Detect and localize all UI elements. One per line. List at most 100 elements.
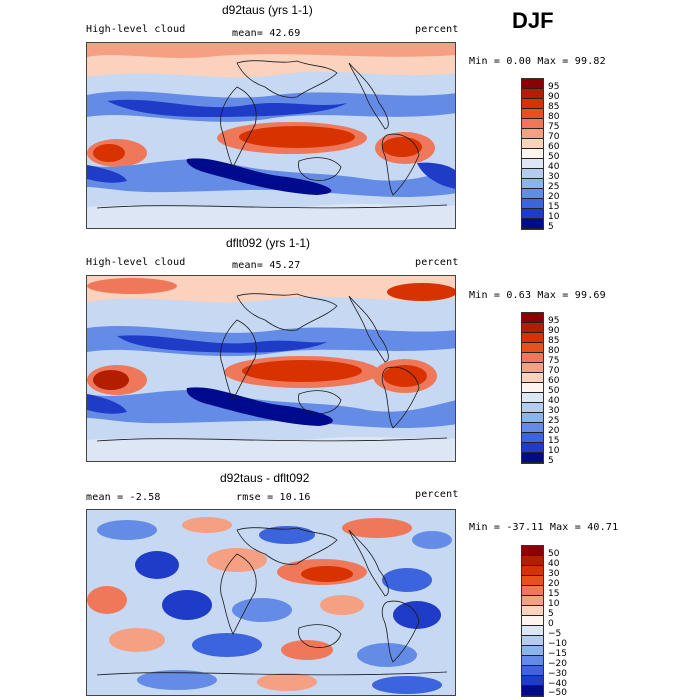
panel-3-colorbar-swatch — [522, 586, 543, 596]
panel-1-colorbar-swatch — [522, 169, 543, 179]
panel-1-colorbar-label: 20 — [548, 192, 560, 202]
panel-1-colorbar-label: 15 — [548, 202, 560, 212]
panel-2-colorbar-swatch — [522, 353, 543, 363]
panel-1-title: d92taus (yrs 1-1) — [222, 3, 313, 17]
panel-2-colorbar-label: 95 — [548, 316, 560, 326]
panel-3-colorbar-label: −50 — [548, 688, 567, 698]
panel-1-units: percent — [415, 24, 459, 35]
panel-3-colorbar-label: 30 — [548, 569, 560, 579]
panel-3-colorbar-label: −5 — [548, 629, 562, 639]
panel-2-colorbar-label: 60 — [548, 376, 560, 386]
panel-1-colorbar-label: 95 — [548, 82, 560, 92]
panel-2-colorbar-swatch — [522, 333, 543, 343]
season-label: DJF — [512, 8, 554, 33]
panel-1-colorbar-label: 40 — [548, 162, 560, 172]
panel-2-colorbar-label: 25 — [548, 416, 560, 426]
panel-1-colorbar-label: 75 — [548, 122, 560, 132]
panel-1-colorbar-label: 85 — [548, 102, 560, 112]
panel-2-colorbar-swatch — [522, 323, 543, 333]
panel-1-colorbar-swatch — [522, 199, 543, 209]
panel-1-variable-label: High-level cloud — [86, 24, 186, 35]
panel-3-colorbar-label: 20 — [548, 579, 560, 589]
panel-1-colorbar-label: 25 — [548, 182, 560, 192]
panel-3-colorbar-label: 5 — [548, 609, 554, 619]
panel-2-title: dflt092 (yrs 1-1) — [226, 236, 311, 250]
panel-3-colorbar-swatch — [522, 636, 543, 646]
panel-3-mean: mean = -2.58 — [86, 492, 161, 503]
panel-3-minmax: Min = -37.11 Max = 40.71 — [469, 522, 619, 533]
panel-2-colorbar-label: 15 — [548, 436, 560, 446]
panel-3-colorbar-label: −20 — [548, 659, 567, 669]
panel-2-variable-label: High-level cloud — [86, 257, 186, 268]
panel-2-colorbar-swatch — [522, 393, 543, 403]
panel-2-colorbar-label: 70 — [548, 366, 560, 376]
panel-3-colorbar-swatch — [522, 646, 543, 656]
panel-2-minmax: Min = 0.63 Max = 99.69 — [469, 290, 606, 301]
panel-2-colorbar-label: 90 — [548, 326, 560, 336]
panel-2-colorbar-swatch — [522, 453, 543, 463]
panel-2-colorbar-label: 10 — [548, 446, 560, 456]
panel-1-colorbar-swatch — [522, 139, 543, 149]
panel-3-colorbar-label: −15 — [548, 649, 567, 659]
panel-2-colorbar-swatch — [522, 433, 543, 443]
panel-1-colorbar-swatch — [522, 159, 543, 169]
panel-3-colorbar-swatch — [522, 596, 543, 606]
panel-1-colorbar-swatch — [522, 219, 543, 229]
panel-1-colorbar-swatch — [522, 209, 543, 219]
panel-2-colorbar-swatch — [522, 343, 543, 353]
panel-3-title: d92taus - dflt092 — [220, 471, 310, 485]
panel-1-colorbar-swatch — [522, 129, 543, 139]
panel-1-colorbar-swatch — [522, 149, 543, 159]
panel-1-colorbar-label: 30 — [548, 172, 560, 182]
panel-3-colorbar-swatch — [522, 686, 543, 696]
panel-1-colorbar-label: 80 — [548, 112, 560, 122]
panel-1-colorbar-swatch — [522, 109, 543, 119]
panel-1-colorbar-swatch — [522, 189, 543, 199]
panel-3-colorbar — [521, 545, 544, 697]
panel-2-colorbar-label: 75 — [548, 356, 560, 366]
panel-1-colorbar-label: 5 — [548, 222, 554, 232]
panel-1-colorbar-label: 70 — [548, 132, 560, 142]
panel-1-colorbar-swatch — [522, 79, 543, 89]
panel-2-units: percent — [415, 257, 459, 268]
panel-3-colorbar-label: −40 — [548, 679, 567, 689]
panel-2-colorbar-swatch — [522, 363, 543, 373]
panel-1-colorbar-swatch — [522, 179, 543, 189]
panel-1-map — [86, 42, 456, 229]
panel-3-colorbar-swatch — [522, 576, 543, 586]
panel-2-colorbar-swatch — [522, 423, 543, 433]
panel-3-colorbar-swatch — [522, 556, 543, 566]
panel-2-colorbar-swatch — [522, 383, 543, 393]
panel-2-colorbar-swatch — [522, 403, 543, 413]
panel-3-colorbar-label: 40 — [548, 559, 560, 569]
panel-1-colorbar-swatch — [522, 99, 543, 109]
panel-1-mean: mean= 42.69 — [232, 28, 301, 39]
panel-2-colorbar-label: 5 — [548, 456, 554, 466]
panel-3-colorbar-label: 50 — [548, 549, 560, 559]
panel-3-colorbar-swatch — [522, 606, 543, 616]
panel-1-colorbar-swatch — [522, 89, 543, 99]
panel-2-colorbar-swatch — [522, 373, 543, 383]
panel-1-colorbar-label: 90 — [548, 92, 560, 102]
panel-3-colorbar-swatch — [522, 566, 543, 576]
panel-2-colorbar-swatch — [522, 313, 543, 323]
panel-3-rmse: rmse = 10.16 — [236, 492, 311, 503]
panel-2-colorbar-label: 30 — [548, 406, 560, 416]
panel-3-colorbar-label: −30 — [548, 669, 567, 679]
panel-2-colorbar-label: 80 — [548, 346, 560, 356]
panel-3-map — [86, 509, 456, 696]
panel-2-colorbar-label: 85 — [548, 336, 560, 346]
panel-1-colorbar-label: 10 — [548, 212, 560, 222]
panel-3-colorbar-label: 15 — [548, 589, 560, 599]
panel-3-colorbar-swatch — [522, 626, 543, 636]
panel-2-map — [86, 275, 456, 462]
panel-1-colorbar-swatch — [522, 119, 543, 129]
panel-3-units: percent — [415, 489, 459, 500]
panel-3-colorbar-swatch — [522, 546, 543, 556]
panel-2-colorbar-label: 20 — [548, 426, 560, 436]
panel-3-colorbar-swatch — [522, 666, 543, 676]
panel-3-colorbar-label: 10 — [548, 599, 560, 609]
panel-3-colorbar-swatch — [522, 616, 543, 626]
panel-2-colorbar — [521, 312, 544, 464]
panel-2-colorbar-swatch — [522, 413, 543, 423]
